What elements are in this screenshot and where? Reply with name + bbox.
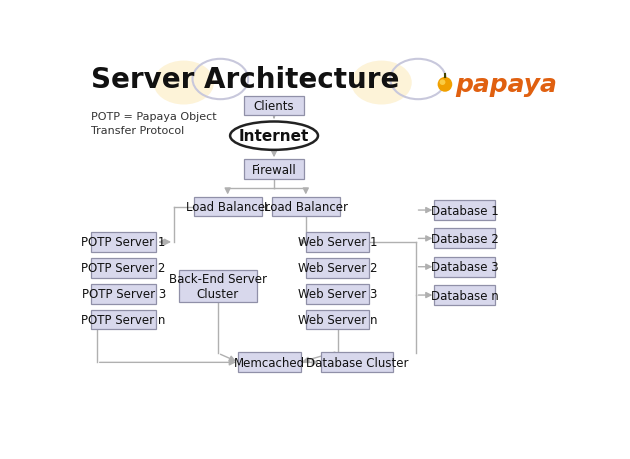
FancyBboxPatch shape: [434, 229, 495, 249]
FancyBboxPatch shape: [272, 197, 340, 217]
Text: Database 3: Database 3: [431, 261, 498, 274]
Circle shape: [154, 62, 214, 105]
Text: Memcached: Memcached: [234, 356, 305, 369]
Text: papaya: papaya: [455, 73, 558, 97]
Text: Database 2: Database 2: [430, 232, 498, 246]
Text: Load Balancer: Load Balancer: [264, 201, 348, 213]
Text: Server Architecture: Server Architecture: [91, 66, 399, 94]
Text: POTP Server 2: POTP Server 2: [81, 262, 166, 274]
Text: Database n: Database n: [430, 289, 498, 302]
Text: Back-End Server
Cluster: Back-End Server Cluster: [169, 272, 267, 301]
FancyBboxPatch shape: [306, 233, 369, 252]
Text: Load Balancer: Load Balancer: [186, 201, 270, 213]
Text: POTP = Papaya Object
Transfer Protocol: POTP = Papaya Object Transfer Protocol: [91, 112, 217, 135]
FancyBboxPatch shape: [91, 233, 156, 252]
FancyBboxPatch shape: [306, 310, 369, 330]
FancyBboxPatch shape: [434, 257, 495, 277]
Ellipse shape: [440, 80, 445, 86]
FancyBboxPatch shape: [434, 285, 495, 305]
Text: Database 1: Database 1: [430, 204, 498, 217]
FancyBboxPatch shape: [194, 197, 261, 217]
Text: Web Server 2: Web Server 2: [298, 262, 377, 274]
Text: Clients: Clients: [254, 100, 294, 113]
Text: POTP Server 3: POTP Server 3: [81, 287, 166, 301]
Text: POTP Server 1: POTP Server 1: [81, 236, 166, 249]
FancyBboxPatch shape: [244, 160, 304, 180]
Text: Web Server n: Web Server n: [298, 313, 377, 326]
Ellipse shape: [438, 78, 452, 93]
FancyBboxPatch shape: [434, 201, 495, 220]
Text: Firewall: Firewall: [251, 163, 297, 176]
FancyBboxPatch shape: [91, 284, 156, 304]
Circle shape: [351, 62, 412, 105]
FancyBboxPatch shape: [91, 258, 156, 278]
Text: Database Cluster: Database Cluster: [306, 356, 408, 369]
FancyBboxPatch shape: [179, 270, 256, 303]
Text: Internet: Internet: [239, 129, 309, 144]
FancyBboxPatch shape: [91, 310, 156, 330]
Text: Web Server 3: Web Server 3: [298, 287, 377, 301]
FancyBboxPatch shape: [306, 258, 369, 278]
FancyBboxPatch shape: [244, 96, 304, 116]
Text: Web Server 1: Web Server 1: [298, 236, 377, 249]
FancyBboxPatch shape: [238, 353, 301, 372]
FancyBboxPatch shape: [321, 353, 393, 372]
Text: POTP Server n: POTP Server n: [81, 313, 166, 326]
FancyBboxPatch shape: [306, 284, 369, 304]
Ellipse shape: [230, 122, 318, 151]
